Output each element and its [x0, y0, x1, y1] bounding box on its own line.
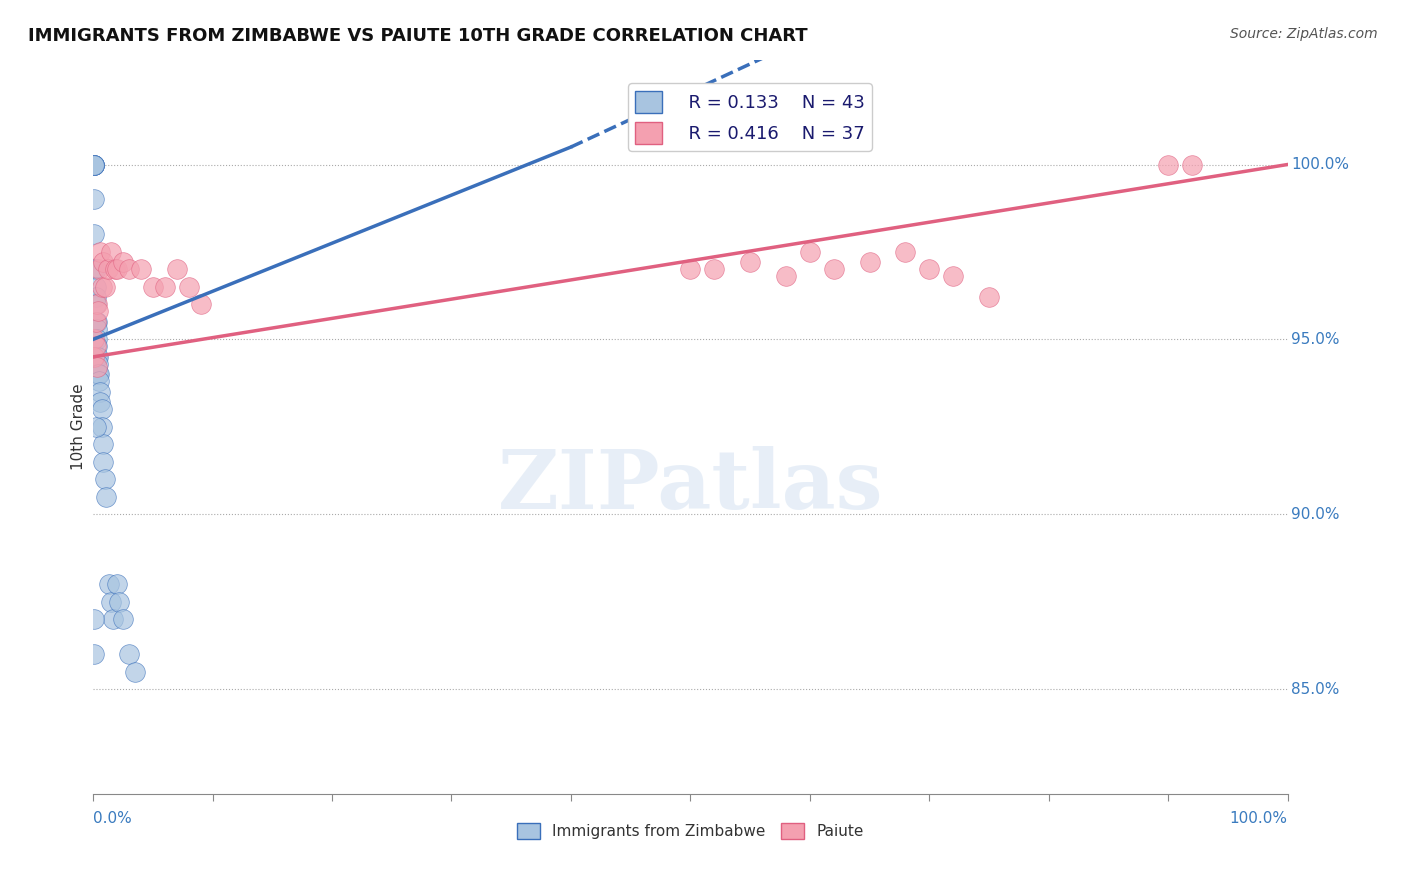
- Point: [858, 255, 880, 269]
- Point: [83, 647, 105, 661]
- Point: [89, 375, 111, 389]
- Point: [118, 262, 141, 277]
- Point: [108, 595, 131, 609]
- Point: [89, 395, 111, 409]
- Point: [142, 280, 165, 294]
- Point: [177, 280, 200, 294]
- Point: [823, 262, 845, 277]
- Point: [738, 255, 761, 269]
- Point: [918, 262, 941, 277]
- Point: [100, 244, 122, 259]
- Point: [775, 269, 797, 284]
- Y-axis label: 10th Grade: 10th Grade: [72, 384, 86, 470]
- Text: 90.0%: 90.0%: [1291, 507, 1340, 522]
- Text: 100.0%: 100.0%: [1230, 812, 1288, 827]
- Point: [153, 280, 176, 294]
- Point: [118, 647, 141, 661]
- Point: [90, 419, 112, 434]
- Point: [1181, 157, 1204, 171]
- Point: [84, 262, 107, 277]
- Point: [86, 322, 108, 336]
- Text: IMMIGRANTS FROM ZIMBABWE VS PAIUTE 10TH GRADE CORRELATION CHART: IMMIGRANTS FROM ZIMBABWE VS PAIUTE 10TH …: [28, 27, 807, 45]
- Point: [112, 612, 135, 626]
- Point: [166, 262, 188, 277]
- Point: [83, 262, 105, 277]
- Point: [124, 665, 146, 679]
- Point: [104, 262, 127, 277]
- Point: [86, 360, 108, 375]
- Point: [84, 315, 107, 329]
- Point: [86, 339, 108, 353]
- Point: [83, 612, 105, 626]
- Point: [103, 612, 125, 626]
- Point: [90, 280, 112, 294]
- Text: 0.0%: 0.0%: [93, 812, 132, 827]
- Point: [84, 315, 107, 329]
- Point: [89, 368, 111, 382]
- Point: [83, 227, 105, 242]
- Point: [96, 490, 118, 504]
- Point: [105, 262, 128, 277]
- Point: [83, 350, 105, 364]
- Point: [1157, 157, 1180, 171]
- Point: [86, 350, 108, 364]
- Point: [84, 339, 107, 353]
- Point: [942, 269, 965, 284]
- Text: ZIPatlas: ZIPatlas: [498, 446, 883, 525]
- Point: [977, 290, 1000, 304]
- Point: [89, 244, 111, 259]
- Point: [83, 157, 105, 171]
- Point: [94, 280, 117, 294]
- Point: [83, 332, 105, 346]
- Point: [89, 384, 111, 399]
- Point: [91, 455, 114, 469]
- Point: [83, 157, 105, 171]
- Point: [703, 262, 725, 277]
- Point: [190, 297, 212, 311]
- Point: [87, 304, 110, 318]
- Text: 100.0%: 100.0%: [1291, 157, 1350, 172]
- Point: [83, 157, 105, 171]
- Point: [100, 595, 122, 609]
- Point: [87, 350, 110, 364]
- Point: [86, 315, 108, 329]
- Point: [83, 157, 105, 171]
- Point: [894, 244, 917, 259]
- Text: 85.0%: 85.0%: [1291, 681, 1340, 697]
- Point: [96, 262, 118, 277]
- Point: [91, 437, 114, 451]
- Point: [86, 297, 108, 311]
- Point: [799, 244, 821, 259]
- Text: 95.0%: 95.0%: [1291, 332, 1340, 347]
- Point: [129, 262, 152, 277]
- Point: [83, 193, 105, 207]
- Point: [112, 255, 135, 269]
- Point: [84, 280, 107, 294]
- Point: [89, 262, 111, 277]
- Point: [84, 297, 107, 311]
- Point: [679, 262, 702, 277]
- Point: [87, 357, 110, 371]
- Point: [83, 157, 105, 171]
- Point: [84, 290, 107, 304]
- Point: [90, 402, 112, 417]
- Text: Source: ZipAtlas.com: Source: ZipAtlas.com: [1230, 27, 1378, 41]
- Point: [87, 368, 110, 382]
- Point: [86, 332, 108, 346]
- Point: [97, 577, 120, 591]
- Point: [105, 577, 128, 591]
- Point: [83, 157, 105, 171]
- Point: [84, 419, 107, 434]
- Point: [94, 472, 117, 486]
- Point: [91, 255, 114, 269]
- Legend: Immigrants from Zimbabwe, Paiute: Immigrants from Zimbabwe, Paiute: [512, 817, 870, 845]
